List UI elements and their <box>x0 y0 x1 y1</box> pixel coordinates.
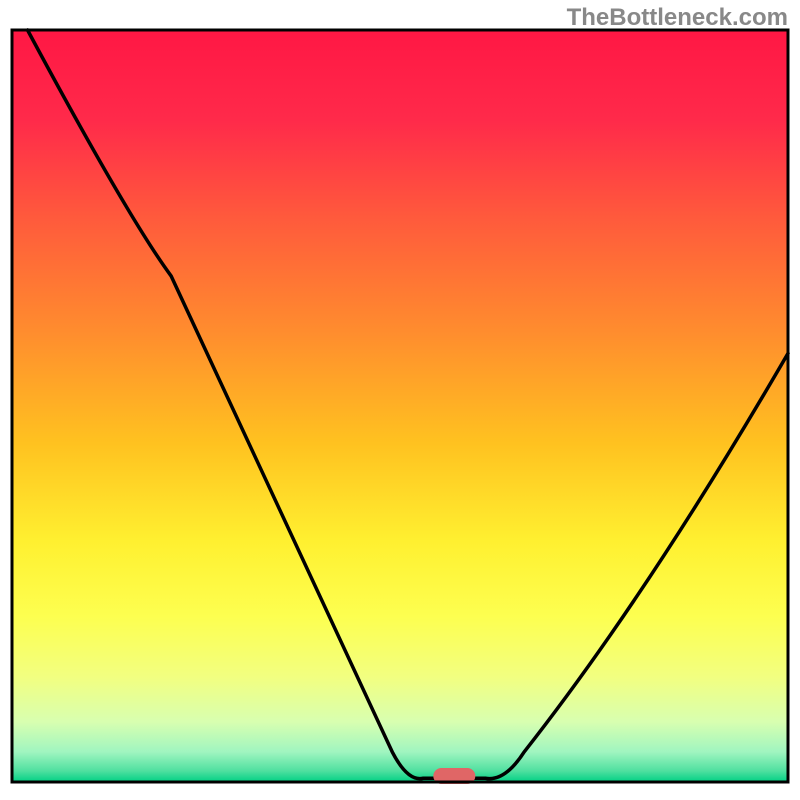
watermark-text: TheBottleneck.com <box>567 4 788 32</box>
chart-container: TheBottleneck.com <box>0 0 800 800</box>
bottleneck-chart <box>0 0 800 800</box>
